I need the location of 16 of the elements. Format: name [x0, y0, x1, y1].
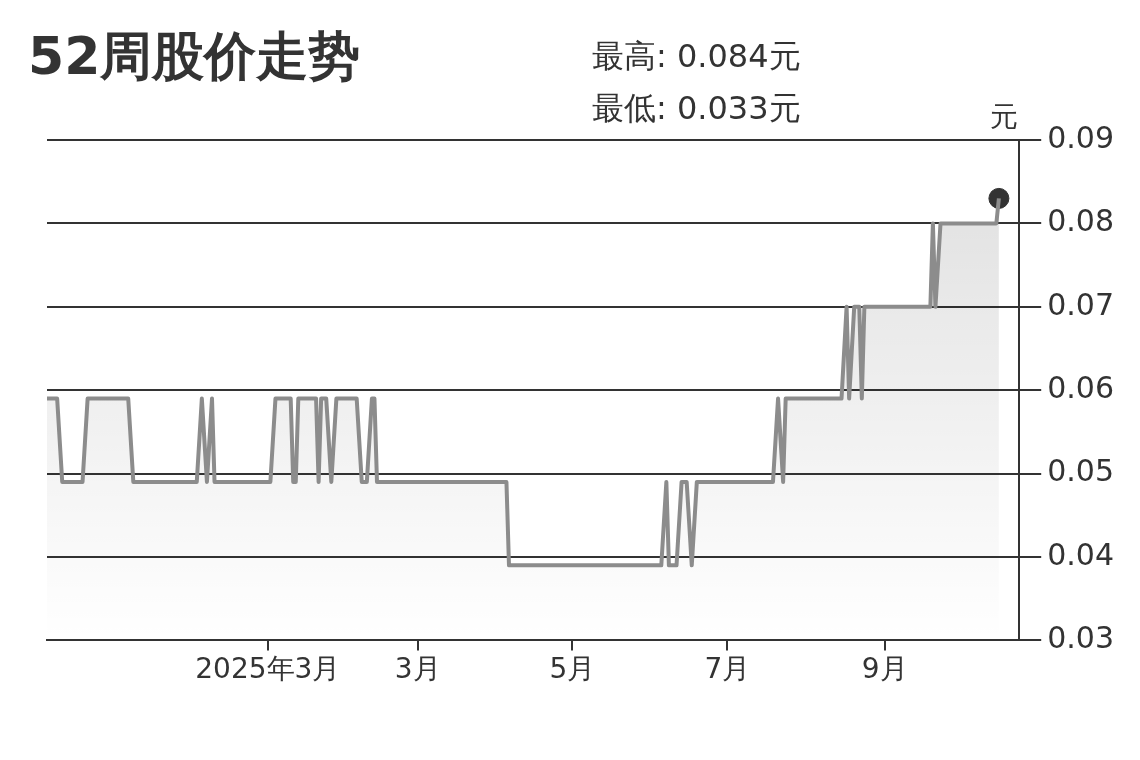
y-tick-label: 0.08	[1047, 203, 1114, 239]
y-tick-label: 0.07	[1047, 286, 1114, 322]
x-tick-label: 9月	[861, 652, 908, 686]
y-tick-label: 0.06	[1047, 370, 1114, 405]
x-tick-label: 3月	[394, 652, 441, 686]
chart-title: 52周股价走势	[28, 25, 361, 88]
x-tick-label: 2025年3月	[195, 652, 341, 686]
text: 最低: 0.033元	[592, 88, 801, 129]
y-axis-title: 元	[990, 99, 1018, 135]
y-tick-label: 0.03	[1047, 620, 1114, 656]
y-tick-label: 0.05	[1047, 453, 1114, 489]
x-tick-label: 7月	[704, 652, 751, 686]
y-tick-label: 0.09	[1047, 119, 1114, 155]
x-tick-label: 5月	[549, 652, 596, 686]
y-tick-label: 0.04	[1047, 536, 1114, 572]
text: 最高: 0.084元	[592, 36, 801, 77]
